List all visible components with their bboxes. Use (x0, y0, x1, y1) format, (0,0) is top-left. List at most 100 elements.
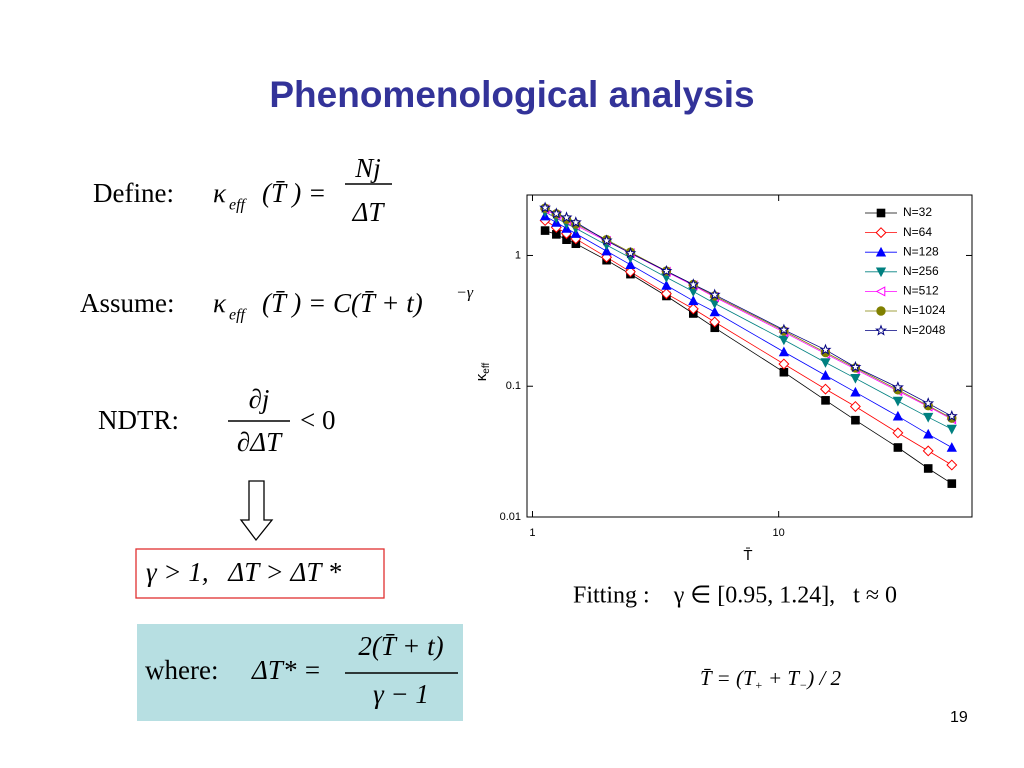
marker (892, 396, 904, 407)
formula-text: (T̄ ) = C(T̄ + t) (262, 288, 423, 318)
subscript: eff (229, 307, 248, 324)
marker (947, 479, 957, 488)
formula-text: + T (763, 666, 801, 690)
marker (778, 346, 790, 357)
marker (945, 409, 958, 422)
formula-text: ) / 2 (806, 666, 841, 690)
down-arrow (239, 480, 274, 542)
subscript: − (799, 678, 807, 692)
marker (946, 442, 957, 452)
marker (778, 358, 790, 370)
marker (625, 259, 636, 269)
y-axis-label-sub: eff (481, 363, 492, 374)
marker (708, 288, 721, 300)
marker (660, 288, 672, 300)
y-tick-label: 0.1 (506, 380, 521, 392)
marker (540, 226, 550, 235)
define-label: Define: (93, 178, 174, 208)
plot-frame (526, 194, 973, 518)
marker (687, 303, 699, 315)
slide-title: Phenomenological analysis (269, 74, 754, 115)
legend-label: N=2048 (903, 323, 946, 337)
marker (688, 295, 699, 306)
marker (601, 245, 612, 256)
marker (891, 381, 904, 393)
denominator: ΔT (352, 197, 386, 227)
legend-label: N=64 (903, 225, 932, 239)
chart: T̄ κeff 0.01 0.1 1 1 10 N=32 N=64 N=128 N=256 N=5… (473, 194, 973, 564)
legend-label: N=128 (903, 244, 939, 258)
legend-label: N=32 (903, 205, 932, 219)
condition: γ > 1, ΔT > ΔT * (146, 557, 342, 587)
formula-text: ΔT* = (251, 655, 321, 685)
marker (850, 374, 861, 384)
formula-text: < 0 (300, 405, 335, 435)
legend-marker (874, 324, 888, 336)
y-axis-label: κeff (473, 363, 492, 382)
marker (892, 427, 904, 439)
marker (851, 415, 860, 425)
marker (923, 428, 934, 439)
fitting: Fitting : γ ∈ [0.95, 1.24], t ≈ 0 (573, 583, 897, 609)
denominator: ∂ΔT (237, 427, 283, 457)
marker (624, 266, 636, 278)
y-axis-label: κ (473, 373, 490, 381)
marker (849, 360, 862, 373)
marker (850, 386, 861, 397)
formula-text: T̄ = (T (700, 666, 756, 690)
legend-label: N=1024 (903, 303, 946, 317)
numerator: Nj (354, 153, 381, 183)
marker (660, 264, 673, 277)
marker (777, 323, 790, 335)
where-label: where: (145, 655, 218, 685)
marker (550, 207, 563, 219)
numerator: ∂j (249, 384, 270, 414)
marker (624, 246, 637, 259)
marker (779, 367, 789, 377)
y-tick-label: 1 (515, 249, 521, 261)
condition-box (135, 548, 385, 599)
marker (946, 424, 957, 435)
x-axis-label: T̄ (743, 547, 752, 564)
marker (892, 410, 904, 421)
formula-text: (T̄ ) = (262, 178, 326, 208)
kappa: κ (213, 178, 227, 208)
assume-label: Assume: (80, 288, 175, 318)
legend-marker (875, 227, 887, 239)
marker (687, 278, 700, 290)
marker (569, 216, 582, 228)
marker (709, 306, 720, 317)
marker (849, 400, 861, 413)
marker (923, 464, 933, 473)
x-tick-label: 10 (773, 527, 785, 539)
marker (539, 201, 551, 213)
kappa: κ (213, 288, 227, 318)
formula-text: T̄ = (T+ + T−) / 2 (700, 666, 842, 692)
marker (600, 234, 613, 246)
y-tick-label: 0.01 (500, 511, 521, 523)
numerator: 2(T̄ + t) (358, 631, 443, 661)
marker (821, 396, 830, 405)
ndtr-label: NDTR: (98, 405, 179, 435)
superscript: −γ (456, 285, 474, 302)
denominator: γ − 1 (373, 679, 429, 709)
subscript: eff (229, 197, 248, 214)
legend-label: N=256 (903, 264, 939, 278)
marker (560, 211, 573, 223)
marker (946, 459, 958, 471)
legend-marker (875, 286, 886, 297)
marker (923, 412, 934, 423)
marker (893, 443, 903, 452)
marker (661, 280, 672, 290)
marker (820, 358, 831, 368)
marker (709, 316, 721, 328)
marker (922, 445, 934, 457)
legend-marker (875, 246, 887, 257)
marker (922, 397, 935, 409)
subscript: + (755, 678, 763, 692)
legend-marker (875, 267, 887, 278)
marker (778, 335, 790, 346)
legend-marker (876, 306, 886, 316)
legend-marker (876, 208, 886, 218)
